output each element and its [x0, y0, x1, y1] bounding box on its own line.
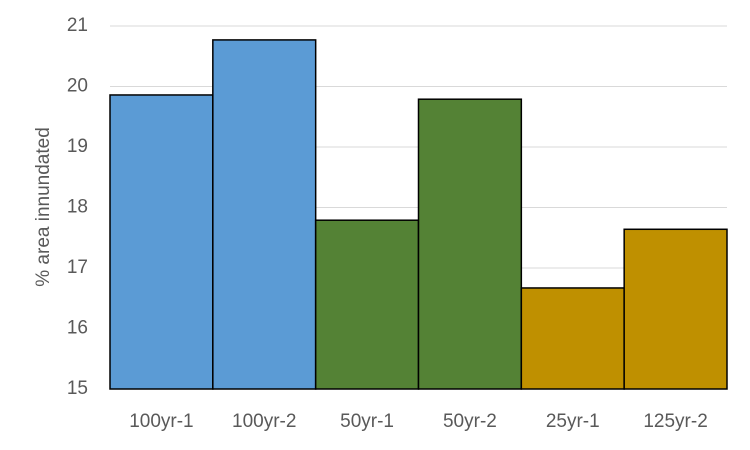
bar — [623, 228, 728, 390]
bar — [212, 39, 317, 390]
x-tick-label: 100yr-2 — [232, 411, 296, 432]
y-axis-label: % area innundated — [33, 127, 54, 287]
x-tick-label: 50yr-1 — [340, 411, 394, 432]
x-tick-label: 125yr-2 — [643, 411, 707, 432]
y-tick-label: 18 — [67, 197, 88, 218]
y-tick-label: 19 — [67, 136, 88, 157]
bar — [314, 219, 420, 390]
x-tick-label: 25yr-1 — [546, 411, 600, 432]
x-tick-label: 50yr-2 — [443, 411, 497, 432]
bar — [520, 287, 625, 390]
y-tick-label: 20 — [67, 76, 88, 97]
x-tick-label: 100yr-1 — [129, 411, 193, 432]
y-tick-label: 17 — [67, 257, 88, 278]
y-tick-label: 15 — [67, 378, 88, 399]
bar — [109, 94, 214, 390]
bar — [417, 98, 523, 390]
y-tick-label: 16 — [67, 318, 88, 339]
y-tick-label: 21 — [67, 15, 88, 36]
